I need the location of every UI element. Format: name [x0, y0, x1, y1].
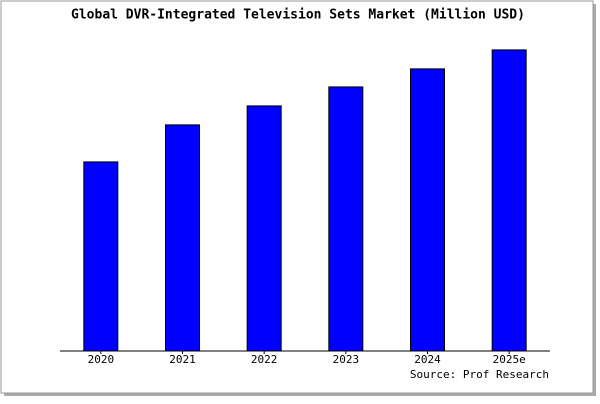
x-tick-label: 2020	[88, 353, 115, 366]
bar	[410, 68, 445, 352]
chart-title: Global DVR-Integrated Television Sets Ma…	[71, 8, 525, 23]
bar	[328, 86, 364, 352]
x-tick-label: 2025e	[493, 353, 526, 366]
source-note: Source: Prof Research	[410, 368, 549, 381]
bar	[83, 161, 119, 352]
x-tick-label: 2021	[169, 353, 196, 366]
x-tick-label: 2024	[414, 353, 441, 366]
bar	[165, 124, 200, 352]
bar	[246, 105, 282, 352]
x-tick-label: 2022	[251, 353, 278, 366]
bar	[491, 49, 527, 352]
x-tick-label: 2023	[333, 353, 360, 366]
